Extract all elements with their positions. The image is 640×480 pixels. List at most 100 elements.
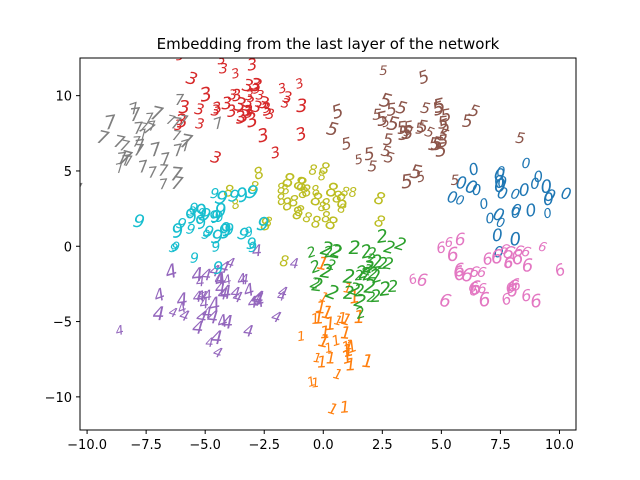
digit-point-9: 9 [197, 204, 214, 227]
digit-point-1: 1 [339, 309, 354, 330]
digit-point-3: 3 [276, 81, 288, 98]
digit-point-0: 0 [542, 206, 554, 223]
digit-point-6: 6 [552, 259, 568, 280]
digit-point-2: 2 [366, 252, 376, 268]
digit-point-7: 7 [148, 102, 165, 126]
digit-point-4: 4 [240, 272, 250, 288]
digit-point-2: 2 [375, 226, 389, 248]
digit-point-4: 4 [114, 323, 126, 340]
y-tick-label: −10 [45, 391, 72, 406]
digit-point-3: 3 [174, 118, 183, 134]
digit-point-9: 9 [226, 186, 241, 208]
digit-point-3: 3 [235, 105, 251, 128]
digit-point-5: 5 [514, 129, 526, 148]
digit-point-7: 7 [211, 113, 226, 133]
digit-point-2: 2 [363, 276, 377, 299]
x-tick-label: 0.0 [313, 438, 334, 453]
digit-point-3: 3 [243, 102, 256, 120]
digit-point-9: 9 [185, 221, 197, 239]
digit-point-2: 2 [370, 287, 382, 308]
digit-point-2: 2 [359, 241, 375, 264]
digit-point-6: 6 [469, 277, 482, 299]
digit-point-5: 5 [400, 122, 415, 145]
digit-point-2: 2 [368, 265, 385, 288]
chart-title: Embedding from the last layer of the net… [157, 35, 500, 53]
digit-point-8: 8 [332, 187, 343, 207]
digit-point-8: 8 [372, 188, 388, 210]
digit-point-7: 7 [145, 111, 155, 128]
digit-point-4: 4 [249, 288, 265, 312]
digit-point-1: 1 [347, 286, 362, 309]
digit-point-7: 7 [72, 180, 84, 201]
digit-point-7: 7 [147, 163, 159, 182]
digit-point-0: 0 [511, 204, 521, 222]
digit-point-1: 1 [313, 307, 326, 329]
digit-point-6: 6 [468, 262, 481, 282]
digit-point-5: 5 [397, 122, 411, 145]
y-axis: 10 5 0 −5 −10 [45, 90, 80, 406]
digit-point-5: 5 [324, 118, 340, 141]
digit-point-4: 4 [206, 307, 220, 329]
digit-point-8: 8 [324, 179, 340, 203]
digit-point-3: 3 [219, 62, 228, 78]
digit-point-7: 7 [137, 156, 151, 177]
digit-point-4: 4 [230, 283, 241, 302]
digit-point-3: 3 [194, 116, 205, 133]
digit-point-2: 2 [377, 254, 388, 273]
digit-point-8: 8 [276, 181, 287, 198]
plot-frame [79, 57, 577, 431]
digit-point-1: 1 [316, 352, 327, 372]
digit-point-9: 9 [170, 220, 185, 243]
digit-point-1: 1 [361, 351, 375, 373]
digit-point-8: 8 [297, 183, 309, 202]
digit-point-3: 3 [198, 83, 214, 107]
digit-point-0: 0 [455, 173, 469, 194]
digit-point-1: 1 [323, 313, 337, 335]
digit-point-6: 6 [477, 281, 487, 298]
digit-point-6: 6 [459, 263, 476, 287]
digit-point-6: 6 [446, 243, 460, 266]
digit-point-5: 5 [439, 105, 453, 127]
digit-point-0: 0 [530, 175, 540, 193]
digit-point-0: 0 [496, 164, 505, 180]
digit-point-4: 4 [219, 281, 232, 304]
digit-point-4: 4 [210, 327, 223, 350]
digit-point-4: 4 [194, 287, 207, 307]
digit-point-7: 7 [158, 176, 169, 193]
digit-point-9: 9 [190, 251, 199, 267]
digit-point-2: 2 [353, 303, 367, 323]
digit-point-9: 9 [213, 208, 226, 226]
digit-point-5: 5 [408, 160, 424, 184]
digit-point-7: 7 [178, 130, 194, 154]
digit-point-5: 5 [383, 130, 394, 150]
digit-point-4: 4 [269, 307, 283, 327]
digit-point-3: 3 [230, 85, 243, 105]
digit-point-0: 0 [445, 187, 459, 208]
digit-point-5: 5 [415, 67, 432, 89]
digit-point-2: 2 [382, 253, 395, 273]
digit-point-1: 1 [340, 338, 353, 356]
digit-point-5: 5 [395, 118, 408, 139]
digit-point-6: 6 [512, 241, 526, 261]
digit-point-9: 9 [170, 240, 180, 256]
digit-point-5: 5 [399, 170, 414, 193]
digit-point-7: 7 [116, 148, 129, 168]
digit-point-7: 7 [138, 120, 149, 136]
digit-point-1: 1 [338, 309, 348, 327]
digit-point-8: 8 [321, 208, 331, 226]
digit-point-8: 8 [310, 212, 322, 232]
digit-point-8: 8 [289, 192, 299, 211]
digit-point-2: 2 [354, 268, 364, 284]
digit-point-5: 5 [434, 139, 448, 162]
digit-point-6: 6 [467, 279, 479, 297]
x-tick-label: 10.0 [545, 438, 574, 453]
digit-point-5: 5 [437, 113, 450, 134]
digit-point-5: 5 [385, 112, 401, 136]
digit-point-4: 4 [205, 336, 214, 351]
digit-point-4: 4 [221, 312, 233, 334]
digit-point-1: 1 [326, 349, 336, 368]
digit-point-8: 8 [274, 190, 288, 210]
digit-point-2: 2 [352, 290, 368, 313]
digit-point-3: 3 [175, 110, 190, 133]
digit-point-8: 8 [279, 252, 290, 271]
